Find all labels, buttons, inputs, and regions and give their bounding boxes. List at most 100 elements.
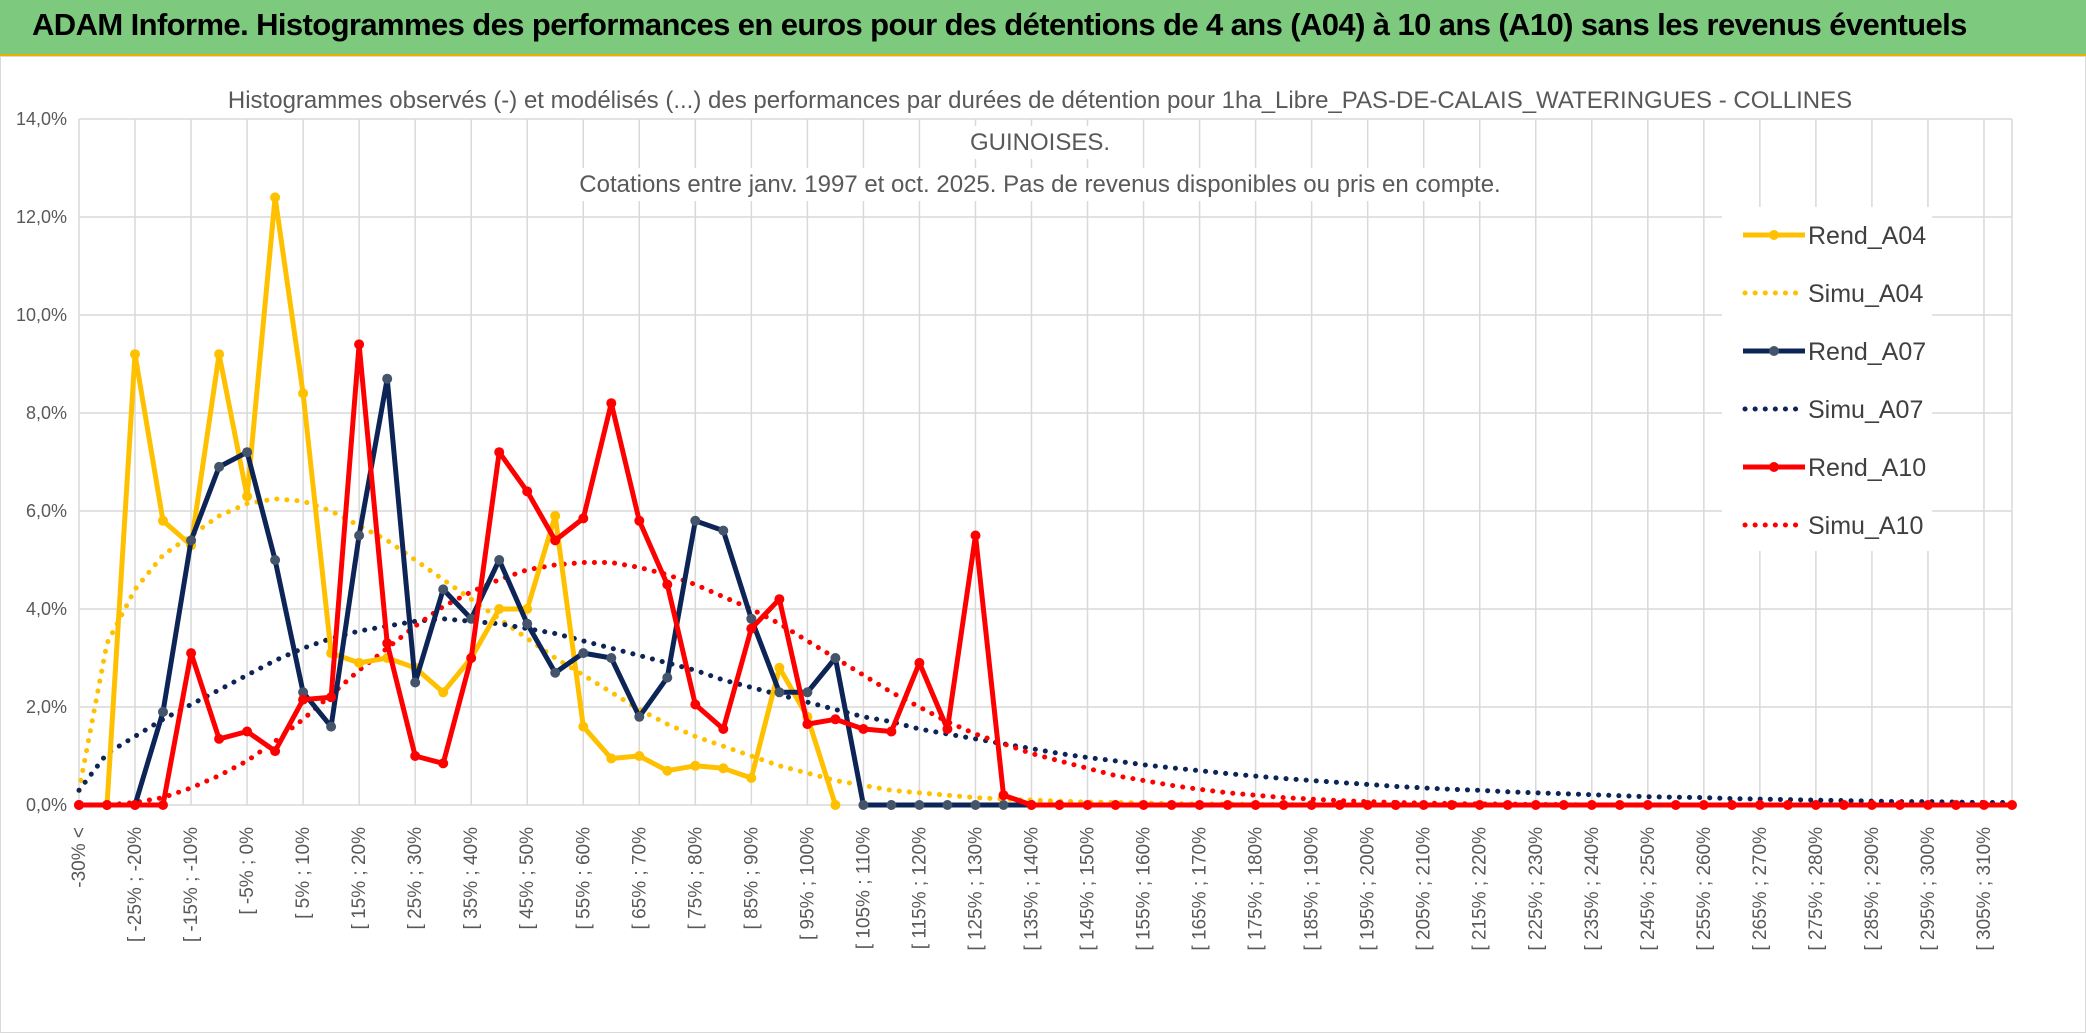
y-tick-label: 12,0%	[16, 207, 67, 227]
data-point	[1670, 800, 1681, 810]
x-tick-label: [ -25% ; -20%	[125, 827, 146, 942]
data-point	[1866, 800, 1877, 810]
data-point	[774, 662, 785, 673]
data-point	[242, 726, 253, 737]
data-point	[186, 648, 197, 659]
data-point	[1698, 800, 1709, 810]
data-point	[998, 800, 1009, 810]
data-point	[354, 657, 365, 668]
data-point	[746, 613, 757, 624]
data-point	[466, 653, 477, 663]
data-point	[1502, 800, 1513, 810]
data-point	[102, 800, 112, 810]
data-point	[718, 763, 729, 774]
data-point	[550, 667, 561, 678]
legend-box	[1722, 207, 1932, 551]
x-tick-label: [ 215% ; 220%	[1470, 827, 1491, 951]
data-point	[858, 800, 869, 810]
x-tick-label: [ 185% ; 190%	[1302, 827, 1323, 951]
data-point	[550, 535, 561, 546]
legend-marker	[1769, 462, 1779, 472]
x-tick-label: -30% <	[69, 827, 90, 888]
data-point	[1754, 800, 1765, 810]
x-tick-label: [ 105% ; 110%	[853, 827, 874, 949]
data-point	[1390, 800, 1401, 810]
x-tick-label: [ -5% ; 0%	[237, 827, 258, 915]
series-Rend_A07	[74, 373, 1065, 810]
data-point	[522, 618, 533, 629]
data-point	[1110, 800, 1121, 810]
data-point	[774, 594, 785, 605]
chart-title: Histogrammes observés (-) et modélisés (…	[221, 84, 1859, 201]
data-point	[1951, 800, 1961, 810]
data-point	[1278, 800, 1289, 810]
data-point	[1979, 800, 1989, 810]
data-point	[914, 657, 925, 668]
data-point	[606, 398, 617, 409]
data-point	[522, 604, 533, 614]
data-point	[970, 800, 981, 810]
data-point	[494, 604, 505, 614]
data-point	[270, 192, 281, 203]
data-point	[186, 535, 197, 546]
data-point	[1894, 800, 1905, 810]
data-point	[886, 800, 897, 810]
data-point	[1334, 800, 1345, 810]
data-point	[998, 790, 1009, 801]
data-point	[242, 491, 253, 502]
x-tick-label: [ 205% ; 210%	[1414, 827, 1435, 951]
data-point	[326, 721, 337, 732]
data-point	[1530, 800, 1541, 810]
legend-marker	[1769, 230, 1779, 240]
data-point	[802, 687, 813, 698]
x-tick-label: [ 85% ; 90%	[741, 827, 762, 930]
data-point	[214, 349, 225, 360]
chart-series	[74, 192, 2017, 810]
data-point	[746, 623, 757, 634]
data-point	[858, 724, 869, 734]
x-tick-label: [ 295% ; 300%	[1918, 827, 1939, 951]
chart-title-line: GUINOISES.	[970, 129, 1110, 156]
data-point	[634, 515, 645, 526]
x-tick-label: [ 195% ; 200%	[1358, 827, 1379, 951]
legend-marker	[1769, 346, 1779, 356]
data-point	[1782, 800, 1793, 810]
x-tick-label: [ 65% ; 70%	[629, 827, 650, 930]
legend-item-Rend_A07: Rend_A07	[1743, 338, 1926, 366]
data-point	[830, 800, 841, 810]
data-point	[1054, 800, 1065, 810]
legend-item-Rend_A04: Rend_A04	[1743, 222, 1926, 250]
legend-label: Simu_A10	[1808, 512, 1923, 540]
x-tick-label: [ 115% ; 120%	[909, 827, 930, 949]
data-point	[438, 584, 449, 595]
data-point	[802, 719, 813, 730]
x-tick-label: [ 285% ; 290%	[1862, 827, 1883, 951]
x-axis-ticks: -30% < [ -25% ; -20% [ -15% ; -10% [ -5% ; …	[69, 827, 1995, 951]
data-point	[662, 765, 673, 776]
x-tick-label: [ 245% ; 250%	[1638, 827, 1659, 951]
data-point	[606, 653, 617, 663]
data-point	[578, 648, 589, 659]
title-backdrop	[221, 84, 1859, 117]
data-point	[886, 726, 897, 737]
data-point	[634, 751, 645, 761]
data-point	[774, 687, 785, 698]
data-point	[1194, 800, 1205, 810]
data-point	[1726, 800, 1737, 810]
x-tick-label: [ 135% ; 140%	[1021, 827, 1042, 951]
data-point	[550, 510, 561, 521]
data-point	[662, 579, 673, 590]
data-point	[158, 515, 168, 526]
x-tick-label: [ 75% ; 80%	[685, 827, 706, 930]
x-tick-label: [ 155% ; 160%	[1134, 827, 1155, 951]
report-banner: ADAM Informe. Histogrammes des performan…	[0, 0, 2086, 56]
data-point	[1558, 800, 1569, 810]
legend-item-Simu_A07: Simu_A07	[1742, 396, 1923, 424]
y-tick-label: 14,0%	[16, 109, 67, 129]
data-point	[1418, 800, 1429, 810]
data-point	[634, 711, 645, 722]
data-point	[494, 555, 505, 565]
y-tick-label: 0,0%	[26, 795, 67, 815]
data-point	[522, 486, 533, 497]
x-tick-label: [ 35% ; 40%	[461, 827, 482, 930]
